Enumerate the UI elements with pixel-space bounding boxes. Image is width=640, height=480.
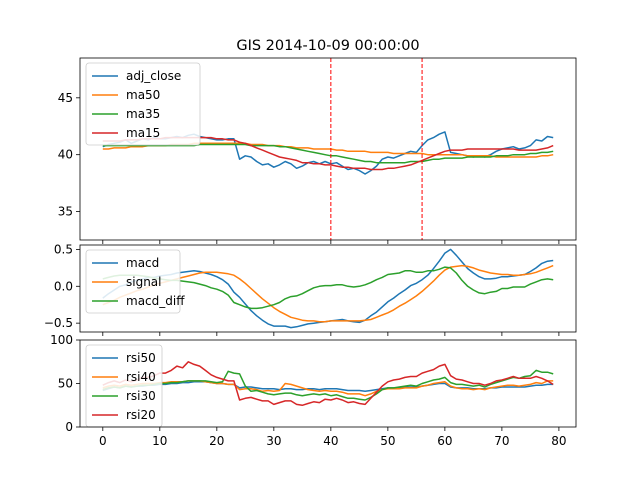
legend-label: macd_diff (126, 294, 185, 308)
y-tick-label: 0.5 (54, 242, 73, 256)
legend-label: macd (126, 256, 159, 270)
chart-title: GIS 2014-10-09 00:00:00 (236, 38, 419, 54)
legend-label: ma35 (126, 107, 160, 121)
legend-label: rsi30 (126, 389, 156, 403)
y-tick-label: 40 (58, 148, 73, 162)
y-tick-label: 35 (58, 205, 73, 219)
y-tick-label: 50 (58, 377, 73, 391)
rsi-panel: 0 50 100 0 10 20 30 40 50 60 70 80 rsi50 rsi40 rsi30 rs… (50, 333, 577, 448)
series-line-rsi30 (102, 369, 554, 401)
x-tick-label: 0 (99, 434, 107, 448)
y-tick-label: 0 (65, 420, 73, 434)
y-tick-label: 45 (58, 91, 73, 105)
x-tick-label: 50 (380, 434, 395, 448)
macd-panel-frame (79, 244, 577, 333)
legend-label: rsi50 (126, 351, 156, 365)
y-tick-label: 100 (50, 333, 73, 347)
x-tick-label: 30 (266, 434, 281, 448)
legend-label: rsi20 (126, 408, 156, 422)
price-panel: 35 40 45 adj_close ma50 ma35 ma15 (58, 57, 577, 244)
legend-label: rsi40 (126, 370, 156, 384)
macd-panel: −0.5 0.0 0.5 macd signal macd_diff (44, 242, 577, 336)
series-line-ma35 (102, 143, 554, 164)
x-tick-label: 20 (209, 434, 224, 448)
legend-label: ma15 (126, 126, 160, 140)
x-tick-label: 70 (494, 434, 509, 448)
legend-label: ma50 (126, 88, 160, 102)
y-tick-label: 0.0 (54, 279, 73, 293)
x-tick-label: 80 (551, 434, 566, 448)
series-line-rsi20 (102, 361, 554, 407)
legend-label: signal (126, 275, 162, 289)
legend-box (85, 249, 181, 314)
legend-box (85, 62, 201, 146)
price-panel-frame (79, 57, 577, 241)
x-tick-label: 40 (323, 434, 338, 448)
rsi-panel-frame (79, 339, 577, 428)
legend-label: adj_close (126, 69, 181, 83)
x-tick-label: 60 (437, 434, 452, 448)
y-tick-label: −0.5 (44, 316, 73, 330)
x-tick-label: 10 (152, 434, 167, 448)
